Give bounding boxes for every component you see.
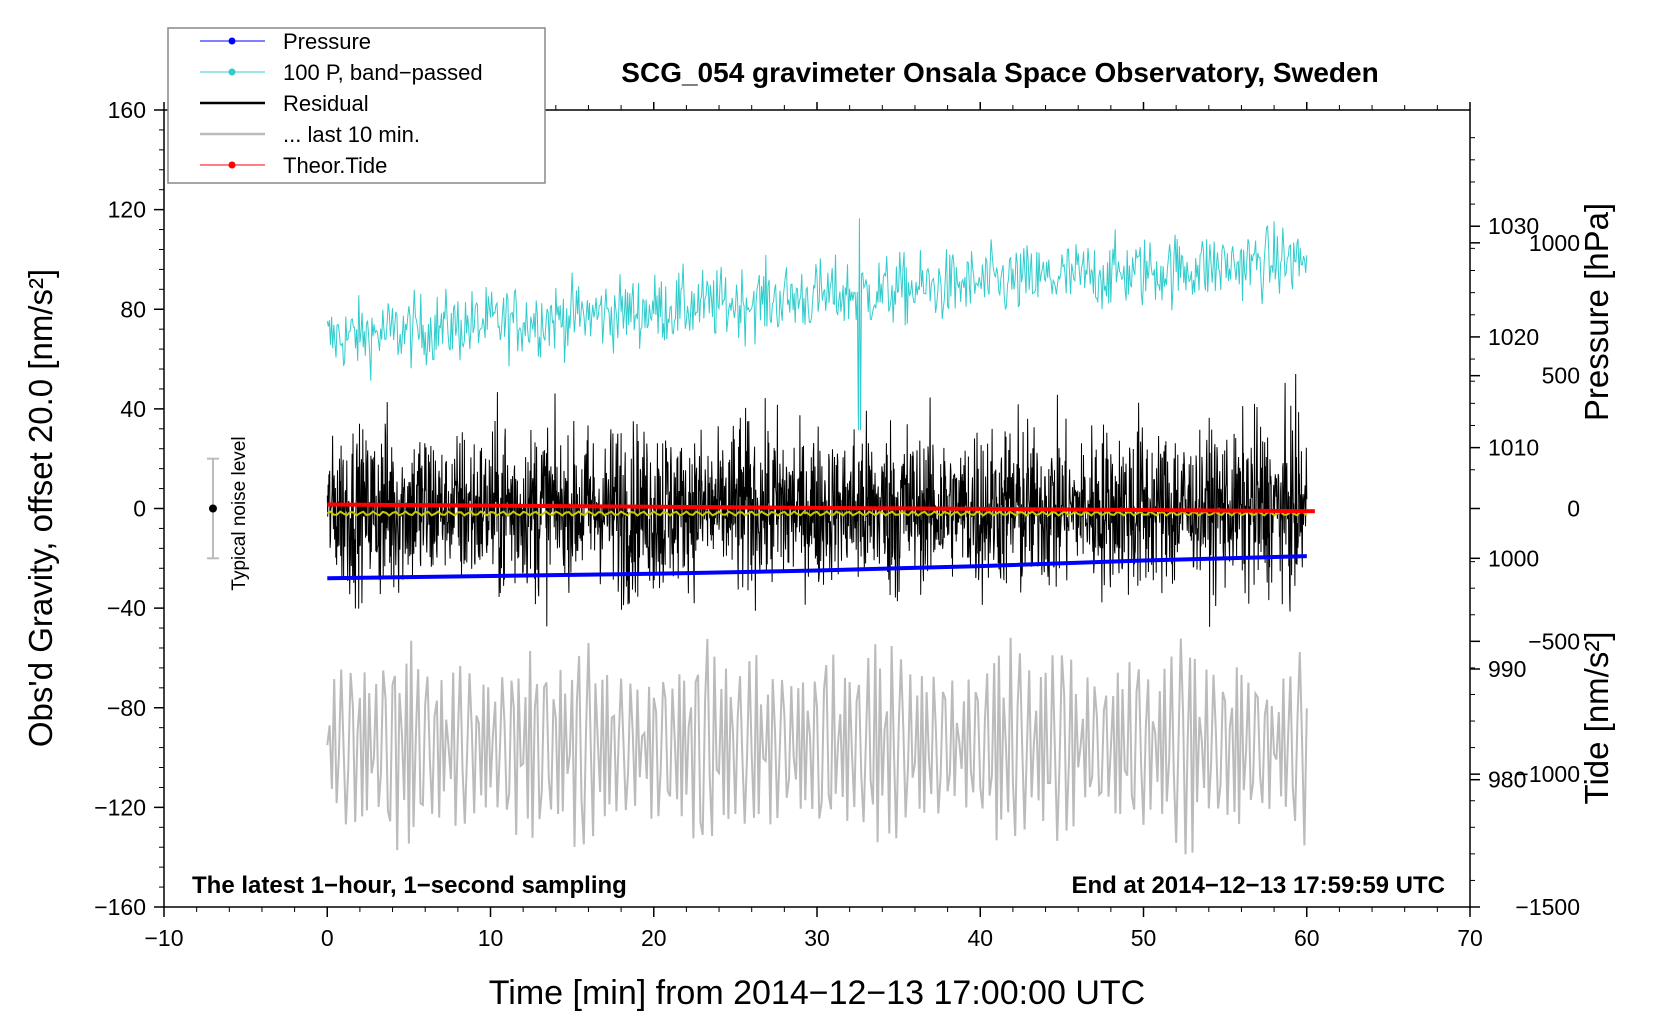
chart-title: SCG_054 gravimeter Onsala Space Observat… (621, 57, 1378, 88)
noise-level-label: Typical noise level (229, 436, 250, 590)
x-tick-label: 50 (1131, 925, 1157, 951)
legend-label: 100 P, band−passed (283, 60, 483, 85)
noise-bar-dot (208, 504, 217, 513)
series-last-10-min (326, 637, 1308, 855)
x-tick-label: −10 (144, 925, 183, 951)
legend-label: ... last 10 min. (283, 122, 420, 147)
legend: Pressure 100 P, band−passed Residual ... la… (167, 27, 546, 184)
pressure-tick-label: 1000 (1488, 545, 1539, 571)
series-residual (326, 373, 1308, 627)
tide-tick-label: 0 (1567, 496, 1580, 522)
legend-marker (228, 37, 236, 45)
annotation-sampling: The latest 1−hour, 1−second sampling (192, 872, 627, 899)
series-residual-smoothed (326, 510, 1308, 517)
y-axis-label-tide: Tide [nm/s²] (1578, 632, 1615, 805)
y-tick-label: −80 (107, 695, 146, 721)
annotation-end-time: End at 2014−12−13 17:59:59 UTC (1071, 872, 1445, 899)
x-tick-label: 0 (321, 925, 334, 951)
x-tick-label: 40 (967, 925, 993, 951)
legend-marker (228, 68, 236, 76)
tide-tick-label: −1000 (1515, 761, 1580, 787)
pressure-tick-label: 1030 (1488, 213, 1539, 239)
legend-box (167, 27, 546, 184)
legend-marker (228, 161, 236, 169)
x-tick-label: 70 (1457, 925, 1483, 951)
tide-tick-label: 500 (1542, 363, 1580, 389)
y-tick-label: −160 (94, 894, 146, 920)
y-tick-label: −40 (107, 595, 146, 621)
y-tick-label: 0 (133, 496, 146, 522)
legend-label: Residual (283, 91, 369, 116)
x-tick-label: 20 (641, 925, 667, 951)
x-tick-label: 30 (804, 925, 830, 951)
y-tick-label: 40 (120, 396, 146, 422)
y-axis-label-left: Obs'd Gravity, offset 20.0 [nm/s²] (22, 269, 59, 747)
x-tick-label: 60 (1294, 925, 1320, 951)
x-axis-label: Time [min] from 2014−12−13 17:00:00 UTC (489, 974, 1145, 1012)
noise-level-indicator: Typical noise level (206, 436, 250, 591)
tide-tick-label: −500 (1528, 628, 1580, 654)
series-pressure (327, 554, 1307, 581)
pressure-tick-label: 990 (1488, 656, 1526, 682)
series-theoretical-tide (327, 502, 1315, 514)
y-tick-label: 80 (120, 296, 146, 322)
y-axis-label-pressure: Pressure [hPa] (1578, 203, 1615, 421)
legend-label: Pressure (283, 29, 371, 54)
legend-label: Theor.Tide (283, 153, 387, 178)
series-band-passed-pressure (326, 218, 1308, 431)
tide-tick-label: 1000 (1529, 230, 1580, 256)
y-tick-label: −120 (94, 794, 146, 820)
tide-tick-label: −1500 (1515, 894, 1580, 920)
y-tick-label: 120 (108, 197, 146, 223)
pressure-tick-label: 980 (1488, 767, 1526, 793)
y-tick-label: 160 (108, 97, 146, 123)
pressure-tick-label: 1010 (1488, 435, 1539, 461)
pressure-tick-label: 1020 (1488, 324, 1539, 350)
x-tick-label: 10 (478, 925, 504, 951)
